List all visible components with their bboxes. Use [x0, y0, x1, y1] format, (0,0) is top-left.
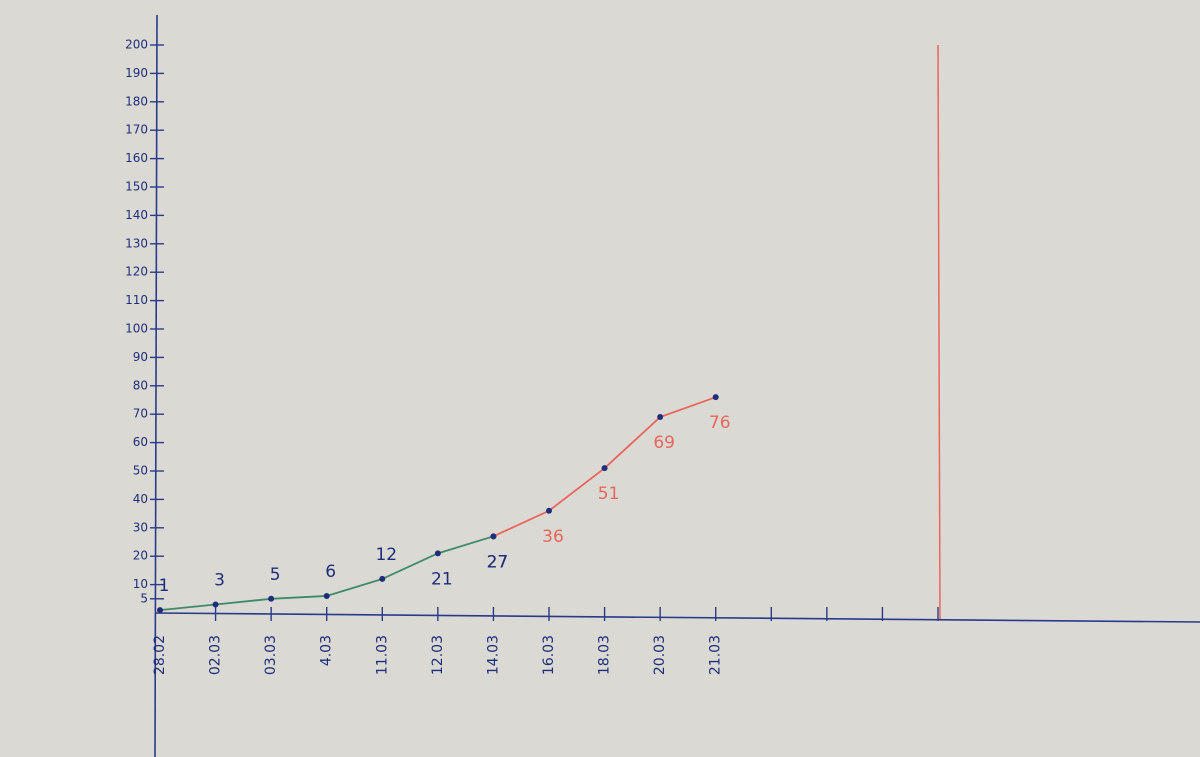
- y-tick-label: 160: [125, 151, 148, 165]
- drop-line: [937, 44, 941, 620]
- data-label: 3: [214, 570, 225, 590]
- y-tick-label: 130: [125, 236, 148, 250]
- data-label: 6: [325, 562, 336, 582]
- y-tick-label: 150: [125, 180, 148, 194]
- data-label: 36: [542, 527, 564, 547]
- y-tick-label: 120: [125, 265, 148, 279]
- y-tick-label: 100: [125, 322, 148, 336]
- data-label: 69: [653, 433, 675, 453]
- y-tick-label: 110: [125, 293, 148, 307]
- x-tick-label: 20.03: [652, 635, 668, 675]
- x-axis: [154, 612, 1200, 623]
- x-tick-label: 03.03: [263, 635, 279, 675]
- point: [601, 465, 608, 472]
- data-label: 12: [375, 545, 397, 565]
- point: [212, 601, 219, 608]
- y-tick-label: 20: [133, 549, 148, 563]
- x-tick-label: 12.03: [430, 635, 446, 675]
- x-tick-label: 14.03: [485, 635, 501, 675]
- y-tick-label: 190: [125, 66, 148, 80]
- point: [157, 607, 163, 614]
- y-tick-label: 140: [125, 208, 148, 222]
- y-tick-label: 80: [133, 378, 148, 392]
- point: [379, 575, 386, 582]
- x-tick-label: 28.02: [152, 635, 168, 675]
- y-tick-label: 5: [140, 591, 148, 605]
- point: [268, 595, 275, 602]
- x-tick-label: 16.03: [541, 635, 557, 675]
- data-label: 51: [598, 484, 620, 504]
- y-tick-label: 170: [125, 123, 148, 137]
- y-tick-label: 10: [133, 577, 148, 591]
- x-tick-label: 11.03: [374, 635, 390, 675]
- y-tick-label: 40: [133, 492, 148, 506]
- y-tick-label: 200: [125, 38, 148, 52]
- point: [434, 550, 441, 557]
- data-label: 1: [159, 576, 170, 596]
- data-label: 76: [709, 413, 731, 433]
- point: [323, 592, 330, 599]
- point: [490, 533, 497, 540]
- x-tick-label: 18.03: [597, 635, 613, 675]
- x-tick-label: 21.03: [708, 635, 724, 675]
- y-tick-label: 70: [133, 407, 148, 421]
- data-label: 27: [487, 552, 509, 572]
- y-tick-label: 60: [133, 435, 148, 449]
- data-label: 27: [487, 552, 509, 572]
- point: [657, 414, 664, 421]
- y-tick-label: 50: [133, 464, 148, 478]
- point: [546, 507, 552, 514]
- y-tick-label: 180: [125, 94, 148, 108]
- y-tick-label: 30: [133, 520, 148, 534]
- data-label: 5: [270, 565, 281, 585]
- point: [712, 394, 719, 401]
- data-label: 21: [431, 569, 453, 589]
- y-tick-label: 90: [133, 350, 148, 364]
- x-tick-label: 4.03: [319, 635, 335, 666]
- x-tick-label: 02.03: [208, 635, 224, 675]
